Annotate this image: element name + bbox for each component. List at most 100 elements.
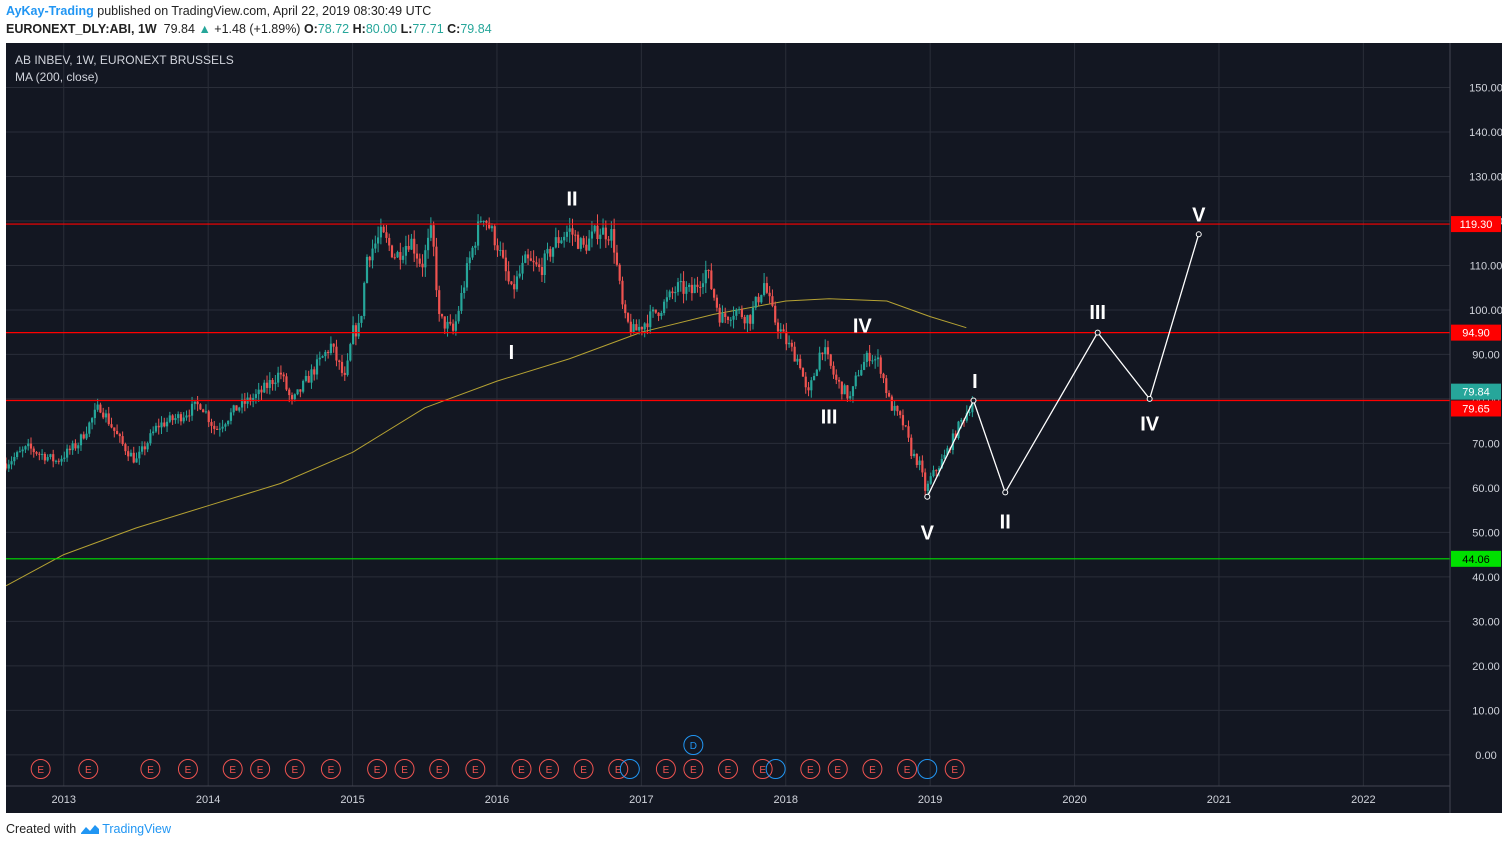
candle-body [860, 369, 863, 376]
candle-body [213, 425, 216, 429]
candle-body [690, 284, 693, 294]
candle-body [57, 460, 60, 462]
candle-body [721, 313, 724, 323]
candle-body [929, 476, 932, 484]
candle-body [571, 228, 574, 235]
candle-body [821, 352, 824, 354]
candle-body [257, 389, 260, 395]
earnings-marker-label: E [834, 765, 841, 776]
wave-point [1094, 329, 1101, 336]
candle-body [621, 280, 624, 305]
candle-body [776, 322, 780, 332]
candle-body [227, 420, 230, 425]
candle-body [599, 234, 602, 240]
level-tag [1451, 216, 1501, 233]
candle-body [851, 386, 855, 397]
candle-body [965, 412, 968, 421]
candle-body [77, 445, 80, 449]
candle-body [896, 405, 899, 412]
y-tick-label: 10.00 [1472, 705, 1500, 717]
x-tick-label: 2017 [629, 794, 653, 806]
candle-body [743, 317, 746, 324]
candle-body [60, 458, 63, 462]
candle-body [327, 351, 330, 354]
x-tick-label: 2022 [1351, 794, 1375, 806]
candle-body [135, 458, 138, 463]
candle-body [396, 252, 399, 258]
candle-body [115, 430, 119, 435]
wave-point [1146, 395, 1153, 402]
candle-body [21, 449, 24, 452]
time-axis[interactable]: 2013 2014 2015 2016 2017 2018 2019 2020 2021 2022 [52, 794, 1376, 806]
tradingview-brand[interactable]: TradingView [102, 822, 171, 836]
candle-body [474, 245, 477, 248]
candle-body [282, 374, 285, 377]
wave-label: V [921, 522, 935, 544]
candle-body [968, 412, 971, 414]
earnings-marker [222, 759, 243, 779]
y-tick-label: 90.00 [1472, 349, 1500, 361]
candle-body [779, 329, 782, 332]
earnings-marker [944, 759, 965, 779]
candle-body [585, 244, 588, 251]
candle-body [235, 405, 238, 411]
candle-body [49, 454, 52, 458]
candle-body [304, 375, 308, 381]
earnings-marker-label: E [546, 765, 553, 776]
candle-body [574, 234, 577, 236]
candle-body [240, 399, 244, 408]
candles [6, 214, 974, 496]
candle-body [368, 256, 371, 261]
candle-body [65, 448, 69, 458]
up-triangle-icon: ▲ [198, 22, 211, 36]
candle-body [937, 468, 941, 471]
candle-body [260, 389, 263, 393]
candle-body [804, 376, 807, 388]
candle-body [543, 253, 546, 275]
candle-body [332, 343, 335, 347]
candle-body [529, 258, 532, 261]
earnings-marker-label: E [580, 765, 587, 776]
candle-body [307, 375, 310, 383]
candle-body [649, 311, 652, 328]
candle-body [918, 460, 921, 465]
x-tick-label: 2021 [1207, 794, 1231, 806]
candle-body [540, 267, 544, 275]
candle-body [663, 301, 666, 314]
earnings-marker [367, 759, 388, 779]
chart-background [6, 43, 1502, 813]
candle-body [732, 315, 735, 320]
candle-body [676, 282, 680, 292]
indicator-legend[interactable]: MA (200, close) [15, 70, 98, 84]
candle-body [701, 283, 705, 288]
candle-body [793, 346, 796, 362]
candle-body [182, 417, 185, 422]
candle-body [385, 232, 388, 238]
candle-body [535, 262, 538, 265]
candle-body [140, 446, 144, 452]
level-tag-label: 94.90 [1462, 328, 1490, 340]
candle-body [790, 342, 793, 347]
candle-body [379, 226, 382, 238]
candle-body [438, 290, 441, 315]
candle-body [24, 446, 27, 450]
candle-body [554, 237, 557, 248]
candle-body [787, 342, 791, 345]
candle-body [143, 446, 146, 450]
candle-body [79, 434, 83, 446]
publish-info: AyKay-Trading published on TradingView.c… [6, 4, 431, 18]
candle-body [52, 454, 55, 462]
candle-body [421, 263, 424, 268]
candle-body [904, 425, 907, 427]
candle-body [426, 237, 430, 251]
candle-body [71, 443, 74, 451]
last-price-text: 79.84 [163, 22, 195, 36]
author-name[interactable]: AyKay-Trading [6, 4, 94, 18]
y-tick-label: 110.00 [1470, 260, 1502, 272]
earnings-marker-label: E [807, 765, 814, 776]
x-tick-label: 2020 [1062, 794, 1086, 806]
wave-label: I [972, 371, 978, 393]
candle-body [451, 323, 455, 331]
